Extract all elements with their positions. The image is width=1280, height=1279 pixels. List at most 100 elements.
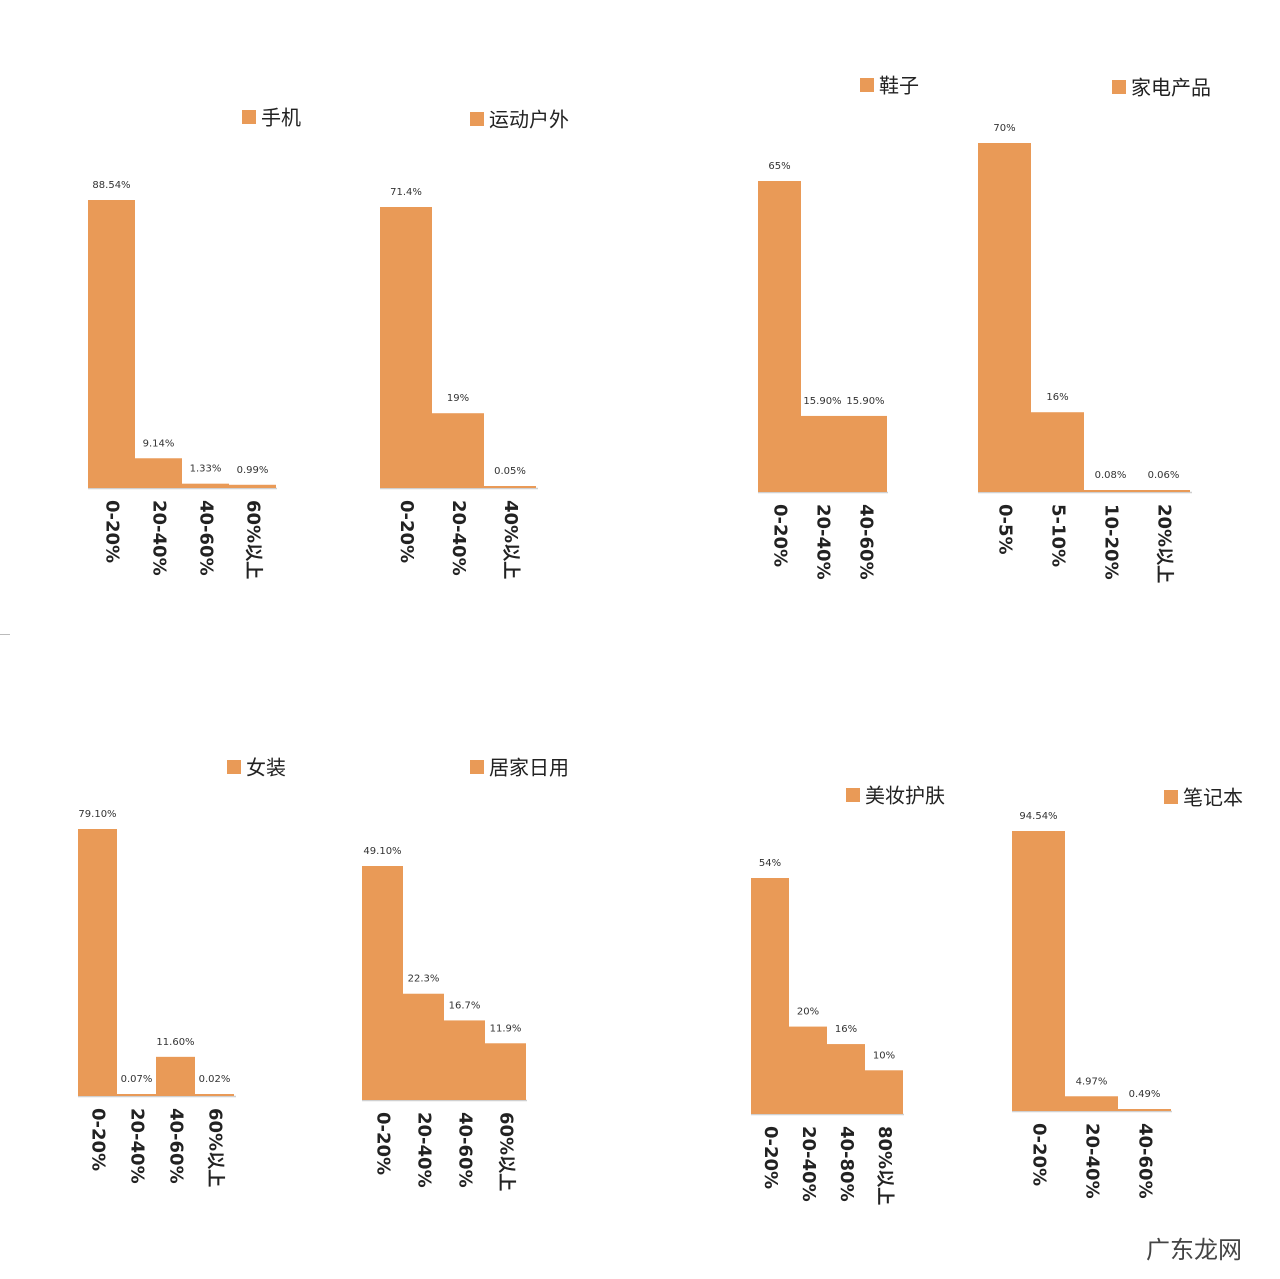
data-label-2: 16.7% [449, 1000, 481, 1011]
bar-0 [978, 143, 1031, 492]
bar-3 [1137, 490, 1190, 492]
tick-label-3: 60%以上 [496, 1112, 517, 1191]
legend-swatch [470, 112, 484, 126]
chart-1: 运动户外 71.4% 0-20% 19% 20-40% 0.05% 40%以上 [380, 108, 569, 579]
chart-3: 家电产品 70% 0-5% 16% 5-10% 0.08% 10-20% 0.06% 20%以上 [978, 76, 1211, 583]
bar-0 [751, 878, 789, 1114]
bar-1 [117, 1094, 156, 1096]
stray-line [0, 634, 10, 635]
bar-1 [789, 1026, 827, 1114]
bar-2 [156, 1056, 195, 1096]
legend-label: 居家日用 [489, 756, 569, 780]
legend-label: 家电产品 [1131, 76, 1211, 100]
data-label-2: 0.08% [1095, 470, 1127, 481]
legend-swatch [846, 788, 860, 802]
data-label-0: 70% [993, 123, 1015, 134]
chart-5: 居家日用 49.10% 0-20% 22.3% 20-40% 16.7% 40-60% 11.… [362, 756, 569, 1191]
tick-label-2: 40%以上 [500, 500, 521, 579]
tick-label-1: 20-40% [813, 504, 834, 580]
data-label-2: 15.90% [846, 396, 884, 407]
bar-2 [844, 415, 887, 492]
bar-2 [827, 1044, 865, 1114]
bar-1 [432, 413, 484, 488]
tick-label-3: 60%以上 [243, 500, 264, 579]
bar-2 [1118, 1109, 1171, 1111]
tick-label-2: 40-60% [455, 1112, 476, 1188]
tick-label-0: 0-20% [760, 1126, 781, 1189]
data-label-2: 0.05% [494, 466, 526, 477]
data-label-0: 79.10% [78, 809, 116, 820]
data-label-3: 0.06% [1148, 470, 1180, 481]
bar-1 [1031, 412, 1084, 492]
tick-label-1: 20-40% [798, 1126, 819, 1202]
tick-label-1: 20-40% [149, 500, 170, 576]
data-label-1: 19% [447, 393, 469, 404]
data-label-0: 54% [759, 858, 781, 869]
bar-1 [135, 458, 182, 488]
data-label-1: 15.90% [803, 396, 841, 407]
tick-label-0: 0-20% [1029, 1123, 1050, 1186]
bar-3 [865, 1070, 903, 1114]
bar-0 [362, 866, 403, 1100]
tick-label-0: 0-5% [995, 504, 1016, 555]
bar-0 [1012, 831, 1065, 1111]
legend-label: 女装 [246, 756, 286, 780]
watermark-logo: 广东龙网 [1146, 1236, 1242, 1264]
tick-label-1: 20-40% [414, 1112, 435, 1188]
data-label-1: 0.07% [121, 1074, 153, 1085]
bar-3 [195, 1094, 234, 1096]
chart-2: 鞋子 65% 0-20% 15.90% 20-40% 15.90% 40-60% [758, 74, 919, 580]
data-label-1: 16% [1046, 392, 1068, 403]
tick-label-0: 0-20% [770, 504, 791, 567]
data-label-0: 88.54% [92, 180, 130, 191]
legend-label: 运动户外 [489, 108, 569, 132]
data-label-2: 16% [835, 1024, 857, 1035]
legend-swatch [227, 760, 241, 774]
data-label-2: 1.33% [190, 464, 222, 475]
data-label-2: 11.60% [156, 1037, 194, 1048]
bar-0 [380, 207, 432, 488]
data-label-3: 11.9% [490, 1023, 522, 1034]
data-label-1: 20% [797, 1007, 819, 1018]
data-label-1: 4.97% [1076, 1076, 1108, 1087]
bar-1 [801, 415, 844, 492]
legend-label: 鞋子 [879, 74, 919, 98]
bar-2 [484, 486, 536, 488]
chart-7: 笔记本 94.54% 0-20% 4.97% 20-40% 0.49% 40-60% [1012, 786, 1243, 1199]
tick-label-1: 5-10% [1048, 504, 1069, 567]
chart-0: 手机 88.54% 0-20% 9.14% 20-40% 1.33% 40-60% 0.99%… [88, 106, 301, 579]
bar-3 [229, 484, 276, 488]
bar-0 [758, 181, 801, 492]
tick-label-2: 40-60% [196, 500, 217, 576]
tick-label-2: 40-60% [1135, 1123, 1156, 1199]
legend-swatch [860, 78, 874, 92]
chart-6: 美妆护肤 54% 0-20% 20% 20-40% 16% 40-80% 10% 80%以上 [751, 784, 945, 1205]
bar-2 [182, 483, 229, 488]
data-label-3: 10% [873, 1050, 895, 1061]
bar-1 [1065, 1096, 1118, 1111]
data-label-1: 9.14% [143, 438, 175, 449]
tick-label-1: 20-40% [127, 1108, 148, 1184]
tick-label-3: 80%以上 [874, 1126, 895, 1205]
bar-2 [444, 1020, 485, 1100]
chart-4: 女装 79.10% 0-20% 0.07% 20-40% 11.60% 40-60% 0.02… [78, 756, 286, 1187]
bar-0 [78, 829, 117, 1096]
tick-label-0: 0-20% [373, 1112, 394, 1175]
bar-3 [485, 1043, 526, 1100]
data-label-1: 22.3% [408, 974, 440, 985]
tick-label-2: 40-60% [856, 504, 877, 580]
tick-label-3: 60%以上 [205, 1108, 226, 1187]
legend-label: 手机 [261, 106, 301, 130]
tick-label-0: 0-20% [102, 500, 123, 563]
legend-swatch [242, 110, 256, 124]
bar-0 [88, 200, 135, 488]
legend-swatch [470, 760, 484, 774]
bar-1 [403, 993, 444, 1100]
tick-label-2: 40-80% [836, 1126, 857, 1202]
tick-label-0: 0-20% [396, 500, 417, 563]
legend-label: 笔记本 [1183, 786, 1243, 810]
data-label-0: 49.10% [363, 846, 401, 857]
tick-label-1: 20-40% [448, 500, 469, 576]
data-label-3: 0.02% [199, 1074, 231, 1085]
